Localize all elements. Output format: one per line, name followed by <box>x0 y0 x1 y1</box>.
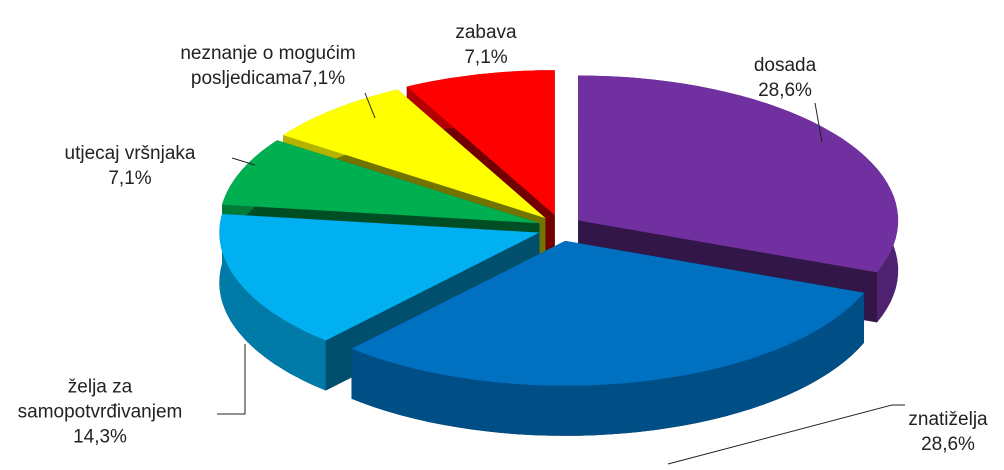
data-label: zabava 7,1% <box>436 20 536 70</box>
category-label: utjecaj vršnjaka <box>64 143 196 164</box>
slice <box>283 89 546 219</box>
leader-line <box>814 102 823 143</box>
slice <box>578 75 899 273</box>
category-label: neznanje o mogućim posljedicama <box>180 43 356 89</box>
category-label: zabava <box>455 22 517 43</box>
leader-line <box>667 404 905 465</box>
data-label: znatiželja 28,6% <box>893 407 1003 457</box>
data-label: neznanje o mogućim posljedicama7,1% <box>143 41 393 91</box>
slice-side <box>219 214 326 391</box>
category-label: želja za samopotvrđivanjem <box>17 376 183 423</box>
data-label: želja za samopotvrđivanjem 14,3% <box>5 375 195 450</box>
slice <box>222 140 540 224</box>
leader-line <box>231 157 256 166</box>
value-label: 28,6% <box>921 434 975 455</box>
slice <box>219 214 540 341</box>
slice <box>406 70 555 216</box>
category-label: dosada <box>753 55 817 76</box>
value-label: 14,3% <box>73 426 127 448</box>
value-label: 7,1% <box>464 47 508 68</box>
slice <box>351 240 864 386</box>
value-label: 7,1% <box>108 168 152 189</box>
leader-line <box>364 92 376 119</box>
value-label: 7,1% <box>301 68 346 89</box>
value-label: 28,6% <box>758 80 812 101</box>
category-label: znatiželja <box>908 409 988 430</box>
slice-side <box>351 292 864 436</box>
leader-line <box>217 344 246 415</box>
data-label: dosada 28,6% <box>725 53 845 103</box>
data-label: utjecaj vršnjaka 7,1% <box>45 141 215 191</box>
